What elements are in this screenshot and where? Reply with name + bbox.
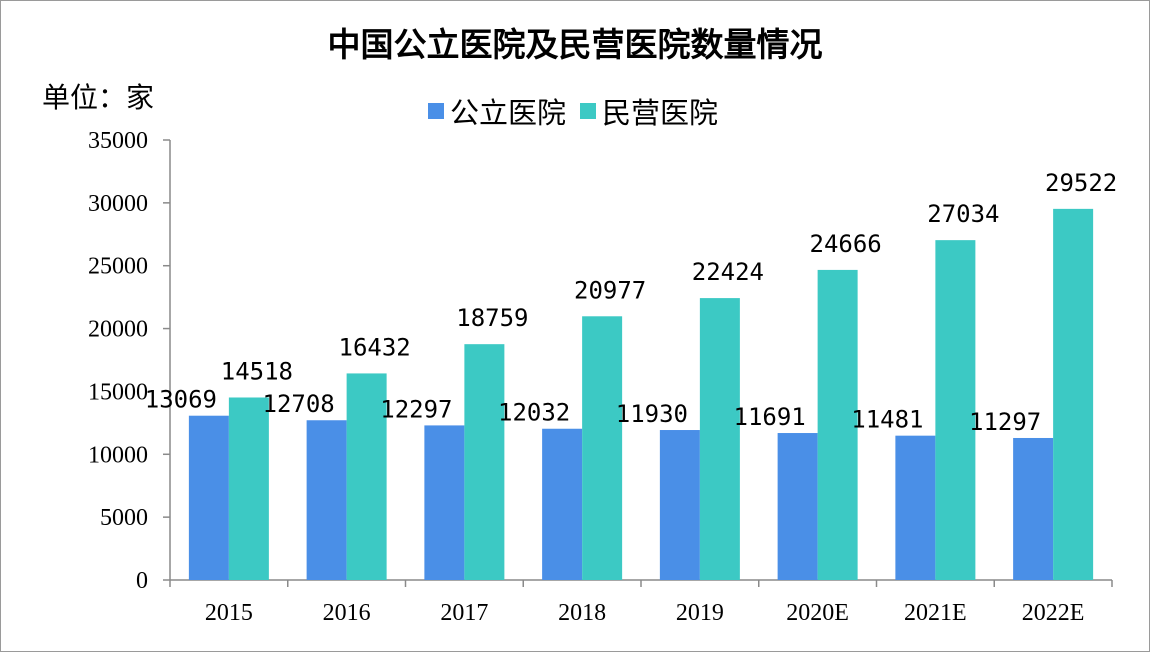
data-label-public: 11930 [616, 400, 688, 428]
bar-public [424, 425, 465, 580]
x-tick-label: 2018 [558, 600, 606, 626]
bar-private [464, 344, 505, 580]
data-label-public: 12297 [380, 395, 452, 423]
legend-label-public: 公立医院 [450, 96, 567, 130]
y-tick-label: 5000 [100, 505, 148, 531]
bar-public [1013, 437, 1054, 580]
data-label-public: 12032 [498, 399, 570, 427]
y-tick-label: 0 [136, 568, 148, 594]
y-tick-label: 35000 [88, 128, 148, 154]
unit-label: 单位：家 [42, 81, 155, 114]
bar-public [895, 435, 936, 580]
legend-swatch-public [428, 103, 444, 119]
bar-private [935, 240, 976, 581]
y-tick-label: 20000 [88, 317, 148, 343]
data-label-public: 12708 [263, 390, 335, 418]
data-label-private: 22424 [692, 258, 764, 286]
bar-public [306, 420, 347, 580]
x-tick-label: 2016 [323, 600, 371, 626]
bar-public [659, 430, 700, 580]
data-label-public: 13069 [145, 386, 217, 414]
legend: 公立医院 民营医院 [428, 90, 718, 132]
data-label-public: 11297 [969, 408, 1041, 436]
bar-private [228, 397, 269, 580]
x-tick-label: 2019 [676, 600, 724, 626]
x-tick-label: 2015 [205, 600, 253, 626]
y-tick-label: 10000 [88, 442, 148, 468]
data-label-private: 24666 [810, 230, 882, 258]
legend-item-private: 民营医院 [580, 90, 718, 132]
data-label-public: 11481 [851, 406, 923, 434]
x-tick-label: 2021E [904, 600, 967, 626]
chart-title: 中国公立医院及民营医院数量情况 [327, 25, 823, 64]
y-tick-label: 30000 [88, 191, 148, 217]
bar-public [777, 433, 818, 580]
y-tick-label: 25000 [88, 254, 148, 280]
y-tick-label: 15000 [88, 379, 148, 405]
legend-swatch-private [580, 103, 597, 119]
bar-private [699, 298, 740, 580]
legend-item-public: 公立医院 [428, 90, 566, 132]
bar-private [1053, 208, 1094, 581]
x-tick-label: 2020E [786, 600, 849, 626]
data-label-private: 18759 [456, 304, 528, 332]
bar-private [582, 316, 623, 580]
bar-public [188, 415, 229, 580]
data-label-private: 16432 [339, 333, 411, 361]
data-label-private: 14518 [221, 357, 293, 385]
bar-private [346, 373, 387, 580]
x-tick-label: 2017 [440, 600, 488, 626]
data-label-private: 20977 [574, 276, 646, 304]
bar-private [817, 269, 858, 580]
data-label-public: 11691 [734, 403, 806, 431]
data-label-private: 29522 [1045, 169, 1117, 197]
x-tick-label: 2022E [1022, 600, 1085, 626]
bar-public [542, 428, 583, 580]
data-label-private: 27034 [927, 200, 999, 228]
legend-label-private: 民营医院 [602, 96, 719, 130]
